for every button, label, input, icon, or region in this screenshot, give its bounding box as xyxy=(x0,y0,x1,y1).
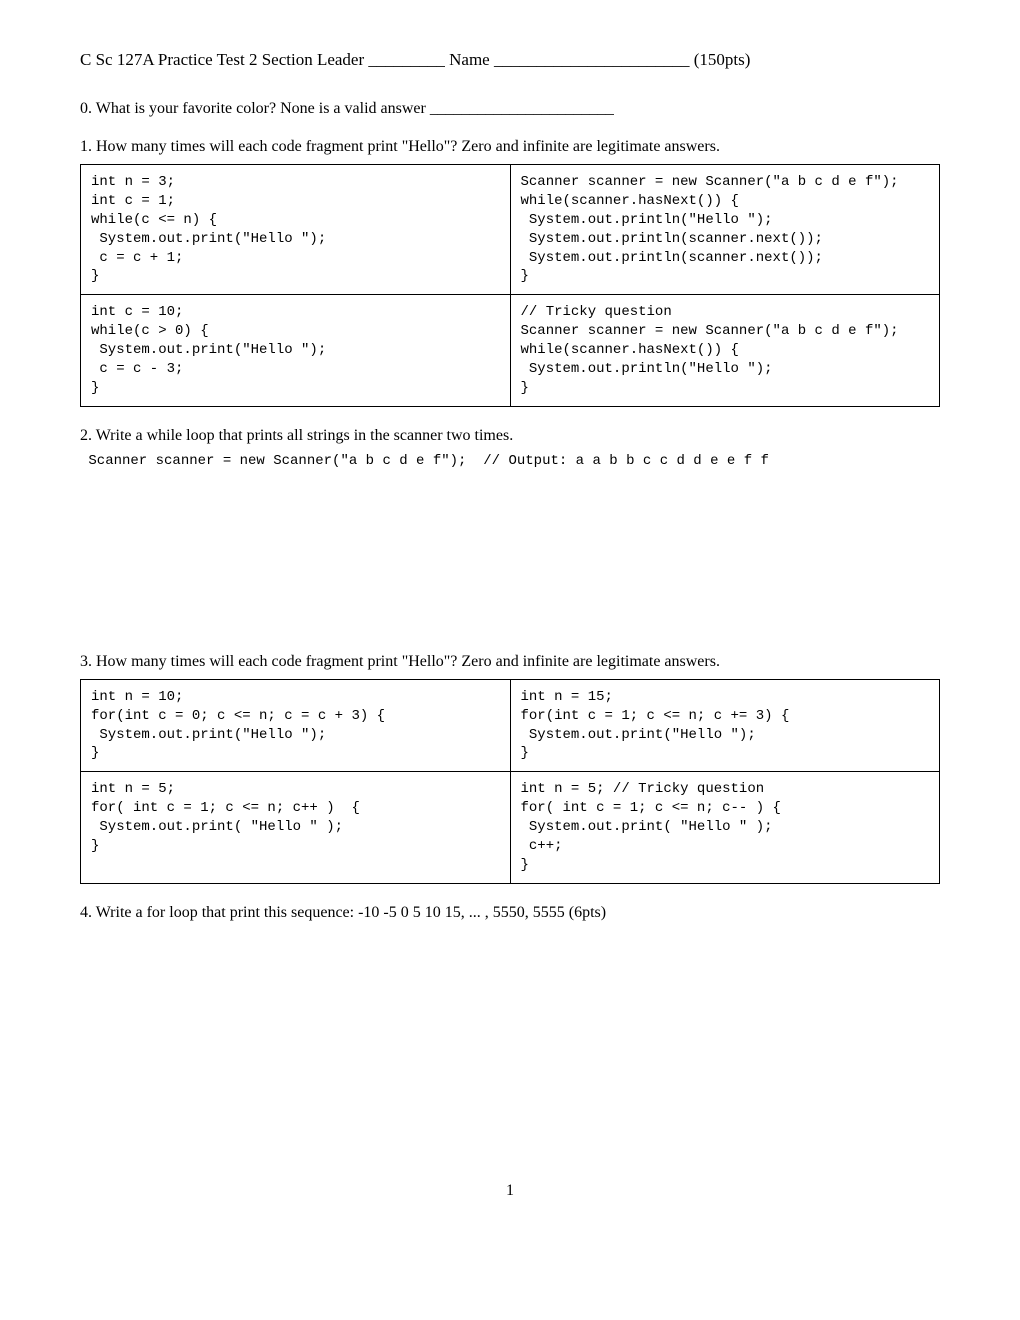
q1-code-d: // Tricky question Scanner scanner = new… xyxy=(521,303,930,397)
q3-cell-c: int n = 5; for( int c = 1; c <= n; c++ )… xyxy=(81,772,511,883)
q3-code-table: int n = 10; for(int c = 0; c <= n; c = c… xyxy=(80,679,940,884)
q1-cell-d: // Tricky question Scanner scanner = new… xyxy=(510,295,940,406)
q1-cell-a: int n = 3; int c = 1; while(c <= n) { Sy… xyxy=(81,165,511,295)
question-4: 4. Write a for loop that print this sequ… xyxy=(80,904,940,922)
q1-code-c: int c = 10; while(c > 0) { System.out.pr… xyxy=(91,303,500,397)
q3-code-c: int n = 5; for( int c = 1; c <= n; c++ )… xyxy=(91,780,500,856)
q1-cell-c: int c = 10; while(c > 0) { System.out.pr… xyxy=(81,295,511,406)
page-number: 1 xyxy=(80,1182,940,1200)
q3-cell-a: int n = 10; for(int c = 0; c <= n; c = c… xyxy=(81,679,511,772)
q1-code-a: int n = 3; int c = 1; while(c <= n) { Sy… xyxy=(91,173,500,286)
question-2: 2. Write a while loop that prints all st… xyxy=(80,427,940,445)
question-1: 1. How many times will each code fragmen… xyxy=(80,138,940,156)
q1-cell-b: Scanner scanner = new Scanner("a b c d e… xyxy=(510,165,940,295)
q3-cell-d: int n = 5; // Tricky question for( int c… xyxy=(510,772,940,883)
q2-code: Scanner scanner = new Scanner("a b c d e… xyxy=(80,453,940,469)
q1-code-b: Scanner scanner = new Scanner("a b c d e… xyxy=(521,173,930,286)
q3-code-a: int n = 10; for(int c = 0; c <= n; c = c… xyxy=(91,688,500,764)
question-3: 3. How many times will each code fragmen… xyxy=(80,653,940,671)
q3-cell-b: int n = 15; for(int c = 1; c <= n; c += … xyxy=(510,679,940,772)
q1-code-table: int n = 3; int c = 1; while(c <= n) { Sy… xyxy=(80,164,940,407)
q3-code-d: int n = 5; // Tricky question for( int c… xyxy=(521,780,930,874)
page-header: C Sc 127A Practice Test 2 Section Leader… xyxy=(80,50,940,70)
q3-code-b: int n = 15; for(int c = 1; c <= n; c += … xyxy=(521,688,930,764)
question-0: 0. What is your favorite color? None is … xyxy=(80,100,940,118)
answer-space-q2 xyxy=(80,473,940,633)
